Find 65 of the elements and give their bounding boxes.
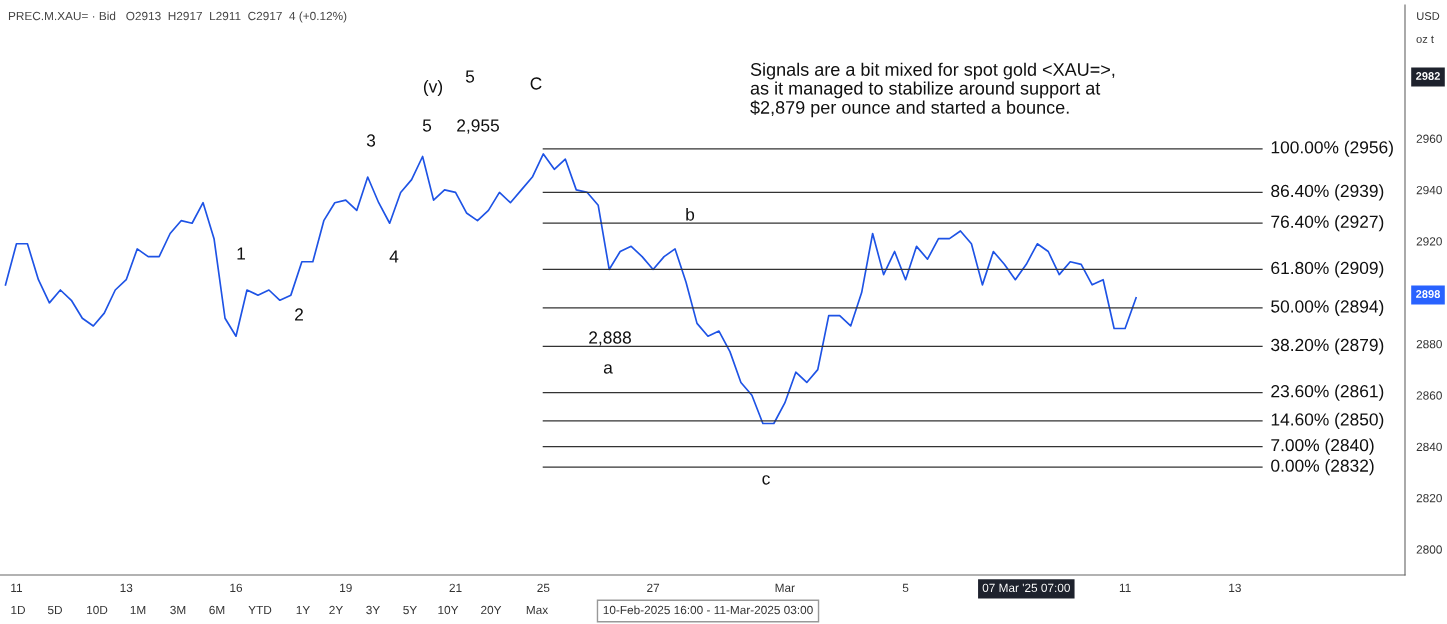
ref-line-label: 100.00% (2956): [1271, 140, 1393, 157]
annotation: 3: [366, 134, 376, 147]
y-tick-label: 2960: [1416, 134, 1442, 143]
annotation: 5: [422, 119, 432, 132]
text: 2Y: [329, 605, 343, 615]
text: 1D: [11, 605, 25, 615]
text: 2982: [1416, 72, 1440, 80]
y-tick-label: 2840: [1416, 442, 1442, 452]
y-tick-label: 2920: [1416, 237, 1442, 246]
text: 3Y: [366, 605, 380, 615]
text: USD: [1417, 12, 1440, 20]
ref-line-label: 76.40% (2927): [1271, 215, 1384, 232]
annotation: 2,888: [589, 331, 631, 346]
text: 5Y: [403, 605, 417, 615]
text: 2898: [1416, 290, 1441, 298]
text: 20Y: [481, 605, 502, 615]
x-tick-label: 16: [230, 583, 243, 592]
text: 1Y: [296, 605, 310, 615]
text: 10-Feb-2025 16:00 - 11-Mar-2025 03:00: [603, 605, 813, 615]
annotation: a: [603, 364, 613, 374]
x-tick-label: 13: [120, 583, 133, 592]
annotation: 1: [237, 247, 245, 260]
ref-line-label: 61.80% (2909): [1271, 261, 1384, 278]
annotation: 2,955: [457, 119, 499, 134]
text: 5D: [47, 605, 62, 615]
annotation: b: [686, 207, 695, 221]
ref-line-label: 23.60% (2861): [1271, 384, 1384, 401]
ref-line-label: 38.20% (2879): [1271, 338, 1384, 355]
text: oz t: [1416, 35, 1434, 43]
text: YTD: [248, 605, 272, 615]
y-tick-label: 2880: [1416, 339, 1442, 349]
annotation: c: [762, 475, 770, 485]
ref-line-label: 86.40% (2939): [1271, 184, 1384, 201]
text: PREC.M.XAU= · Bid O2913 H2917 L2911 C2917 4 (+0.12%): [8, 11, 347, 23]
ref-line-label: 7.00% (2840): [1271, 438, 1374, 455]
text: 3M: [170, 605, 186, 615]
text: 1M: [130, 605, 146, 615]
annotation: C: [530, 77, 542, 90]
x-tick-label: 5: [902, 583, 909, 592]
y-tick-label: 2860: [1416, 391, 1442, 400]
y-tick-label: 2820: [1416, 494, 1442, 503]
text: 6M: [209, 605, 225, 615]
x-tick-label: 13: [1229, 583, 1241, 592]
annotation: 5: [465, 70, 475, 83]
y-tick-label: 2940: [1416, 185, 1442, 195]
x-tick-label: 21: [449, 583, 462, 592]
x-tick-label: 11: [11, 583, 23, 592]
annotation: Signals are a bit mixed for spot gold <XAU=>, as it managed to stabilize around support at $2,879 per ounce and started a bounce.: [750, 62, 1115, 118]
x-tick-label: 19: [340, 583, 352, 592]
text: Max: [526, 605, 549, 615]
y-tick-label: 2800: [1416, 545, 1442, 554]
annotation: 2: [295, 308, 303, 321]
x-tick-label: 25: [537, 583, 550, 592]
x-tick-label: 07 Mar '25 07:00: [982, 583, 1070, 592]
line-series: [4, 153, 1137, 425]
text: 10Y: [438, 605, 459, 615]
x-tick-label: Mar: [775, 583, 795, 592]
text: 10D: [87, 605, 108, 615]
x-tick-label: 11: [1119, 583, 1131, 592]
annotation: 4: [389, 250, 399, 263]
x-tick-label: 27: [647, 583, 660, 592]
ref-line-label: 0.00% (2832): [1271, 459, 1374, 476]
annotation: (v): [423, 79, 443, 97]
ref-line-label: 50.00% (2894): [1271, 299, 1384, 317]
ref-line-label: 14.60% (2850): [1271, 412, 1384, 430]
